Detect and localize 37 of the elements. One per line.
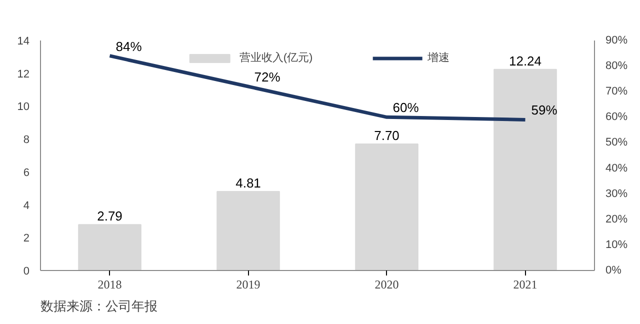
y2-tick-label: 70%	[606, 86, 628, 98]
bar	[216, 190, 280, 270]
data-label: 59%	[531, 102, 558, 118]
data-label: 2.79	[97, 208, 122, 224]
y2-tick-label: 40%	[606, 162, 628, 174]
source-note: 数据来源：公司年报	[40, 298, 158, 314]
y2-tick-label: 10%	[606, 238, 628, 251]
data-label: 60%	[392, 100, 420, 116]
y2-tick-label: 0%	[606, 264, 622, 276]
data-label: 4.81	[236, 175, 261, 190]
y2-tick-label: 90%	[606, 34, 628, 46]
x-tick-label: 2020	[374, 278, 399, 292]
x-tick-label: 2018	[98, 278, 122, 292]
y-tick-label: 10	[17, 101, 30, 114]
x-tick-label: 2019	[236, 278, 260, 292]
y-tick-label: 12	[17, 68, 30, 80]
y-tick-label: 2	[23, 232, 30, 245]
y-tick-label: 14	[17, 36, 30, 48]
bar	[355, 144, 418, 270]
y2-tick-label: 60%	[606, 111, 628, 124]
legend-label: 营业收入(亿元)	[239, 51, 313, 65]
y-tick-label: 8	[23, 134, 30, 146]
y-tick-label: 4	[23, 200, 30, 212]
bar	[78, 224, 142, 270]
y-tick-label: 6	[23, 166, 30, 179]
y-tick-label: 0	[23, 266, 30, 278]
x-tick-label: 2021	[513, 278, 538, 292]
y2-tick-label: 30%	[606, 188, 628, 200]
data-label: 84%	[116, 38, 142, 54]
bar	[494, 68, 557, 270]
y2-tick-label: 50%	[606, 136, 628, 149]
legend-label: 增速	[428, 51, 450, 65]
data-label: 7.70	[374, 128, 400, 143]
y2-tick-label: 80%	[606, 60, 628, 72]
data-label: 12.24	[508, 53, 542, 68]
y2-tick-label: 20%	[606, 213, 628, 226]
data-label: 72%	[254, 70, 281, 84]
